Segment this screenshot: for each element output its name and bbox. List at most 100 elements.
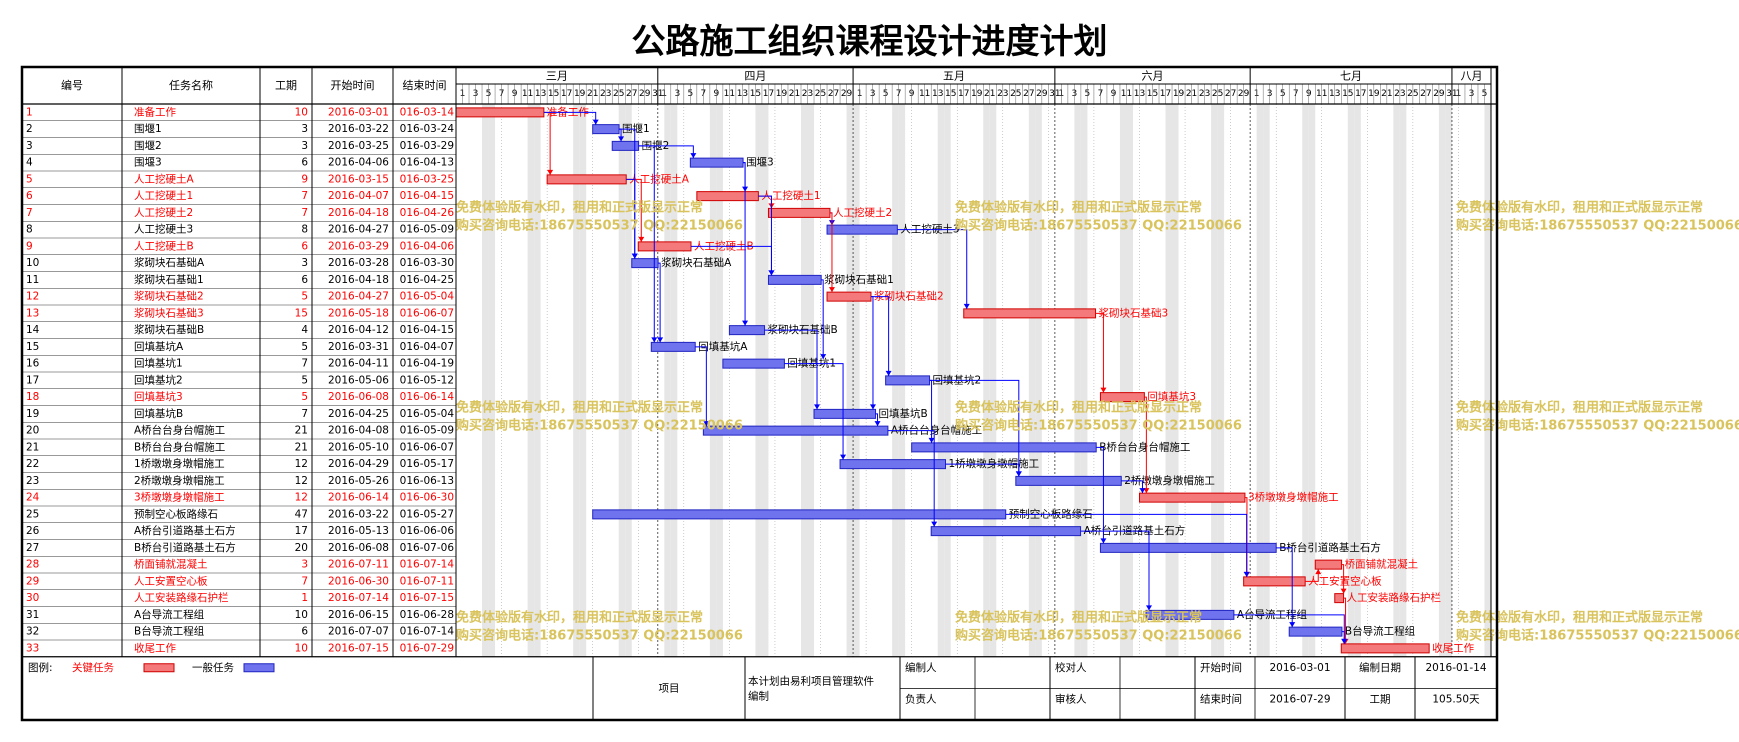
task-name: 浆砌块石基础2 (134, 290, 204, 303)
task-duration: 5 (301, 391, 308, 403)
task-duration: 17 (295, 525, 308, 537)
task-start: 2016-05-13 (328, 525, 389, 537)
task-end: 016-05-12 (400, 374, 454, 386)
task-start: 2016-06-14 (328, 492, 389, 504)
task-duration: 3 (301, 123, 308, 135)
task-end: 016-06-14 (400, 391, 455, 403)
table-row: 17 回填基坑2 5 2016-05-06 016-05-12 (22, 373, 456, 390)
task-name: 预制空心板路缘石 (134, 507, 218, 520)
task-name: 回填基坑B (134, 407, 183, 420)
dependency-arrow (1289, 622, 1296, 628)
watermark-text: 免费体验版有水印，租用和正式版显示正常 (456, 400, 703, 416)
task-id: 29 (26, 575, 39, 587)
task-name: 2桥墩墩身墩帽施工 (134, 474, 225, 487)
task-start: 2016-04-07 (328, 190, 389, 202)
weekend-column (482, 104, 489, 657)
task-bar (930, 526, 1082, 537)
task-id: 33 (26, 642, 39, 654)
task-duration: 6 (301, 157, 308, 169)
weekend-column (527, 104, 535, 657)
task-name: 围堰3 (134, 157, 162, 169)
task-bar (1340, 643, 1430, 654)
task-bar (813, 408, 877, 419)
task-start: 2016-06-15 (328, 609, 389, 621)
task-id: 12 (26, 291, 39, 303)
task-bar (546, 174, 627, 185)
dependency-arrow (651, 337, 658, 343)
table-row: 33 收尾工作 10 2016-07-15 016-07-29 (22, 641, 456, 658)
dependency-arrow (638, 236, 645, 242)
task-id: 25 (26, 508, 39, 520)
task-start: 2016-04-27 (328, 291, 389, 303)
dependency-arrow (874, 421, 881, 427)
task-bar (1138, 492, 1246, 503)
task-id: 24 (26, 492, 40, 504)
task-end: 016-05-09 (400, 425, 454, 437)
task-name: 围堰2 (134, 140, 162, 152)
column-header-end: 结束时间 (403, 79, 447, 92)
table-grid (22, 67, 1497, 658)
task-id: 19 (26, 408, 39, 420)
task-start: 2016-04-18 (328, 274, 389, 286)
task-name: A台导流工程组 (134, 608, 205, 621)
task-bar (767, 274, 822, 285)
table-row: 22 1桥墩墩身墩帽施工 12 2016-04-29 016-05-17 (22, 457, 456, 473)
task-id: 22 (26, 458, 39, 470)
weekend-column (1347, 104, 1355, 657)
dependency-arrow (1100, 387, 1107, 393)
task-start: 2016-06-30 (328, 575, 389, 587)
task-end: 016-04-13 (400, 157, 454, 169)
task-name: 回填基坑1 (134, 357, 183, 370)
task-id: 8 (26, 224, 33, 236)
task-name: 1桥墩墩身墩帽施工 (134, 457, 225, 470)
task-bar-label: 人工安置空心板 (1308, 574, 1382, 587)
task-name: 人工挖硬土2 (134, 206, 193, 219)
task-bar (1099, 542, 1277, 553)
weekend-column (761, 104, 769, 657)
task-name: 围堰1 (134, 123, 162, 135)
task-start: 2016-03-29 (328, 240, 389, 252)
task-name: A桥台台身台帽施工 (134, 424, 225, 437)
table-row: 24 3桥墩墩身墩帽施工 12 2016-06-14 016-06-30 (22, 491, 456, 507)
task-bar-label: 人工安装路缘石护栏 (1347, 591, 1442, 604)
dependency-arrow (1143, 488, 1150, 494)
task-duration: 4 (301, 324, 308, 336)
dependency-line (695, 346, 707, 427)
legend-label: 图例: (28, 661, 53, 674)
task-id: 16 (26, 358, 40, 370)
dependency-line (821, 279, 824, 360)
task-name: 回填基坑3 (134, 390, 183, 403)
weekend-column (1074, 104, 1081, 657)
task-bar (911, 442, 1097, 453)
weekend-column (846, 104, 854, 657)
task-id: 31 (26, 609, 39, 621)
task-end: 016-04-26 (400, 207, 455, 219)
task-name: B桥台台身台帽施工 (134, 440, 225, 453)
task-duration: 5 (301, 374, 308, 386)
watermark-text: 免费体验版有水印，租用和正式版显示正常 (1456, 200, 1703, 216)
footer-note: 本计划由易利项目管理软件 (748, 674, 874, 687)
month-label: 七月 (1340, 70, 1362, 83)
weekend-column (1028, 104, 1036, 657)
task-start: 2016-04-25 (328, 408, 389, 420)
weekend-column (1172, 104, 1179, 657)
dependency-line (1343, 597, 1347, 644)
column-header-name: 任务名称 (169, 78, 213, 92)
weekend-column (1263, 104, 1270, 657)
dependency-arrow (885, 370, 892, 376)
table-row: 1 准备工作 10 2016-03-01 016-03-14 (22, 105, 456, 122)
outer-frame (20, 65, 1499, 722)
table-row: 28 桥面铺就混凝土 3 2016-07-11 016-07-14 (22, 558, 456, 574)
column-header-id: 编号 (61, 78, 83, 92)
task-name: 人工安装路缘石护栏 (134, 591, 229, 604)
task-start: 2016-03-22 (328, 508, 389, 520)
footer-prepared-by: 编制人 (905, 661, 937, 674)
dependency-line (829, 212, 833, 293)
task-bar-label: 2桥墩墩身墩帽施工 (1124, 474, 1215, 487)
dependency-line (784, 363, 844, 460)
task-bar (767, 207, 831, 218)
task-id: 11 (26, 274, 39, 286)
task-end: 016-04-07 (400, 341, 454, 353)
dependency-arrow (690, 153, 697, 159)
